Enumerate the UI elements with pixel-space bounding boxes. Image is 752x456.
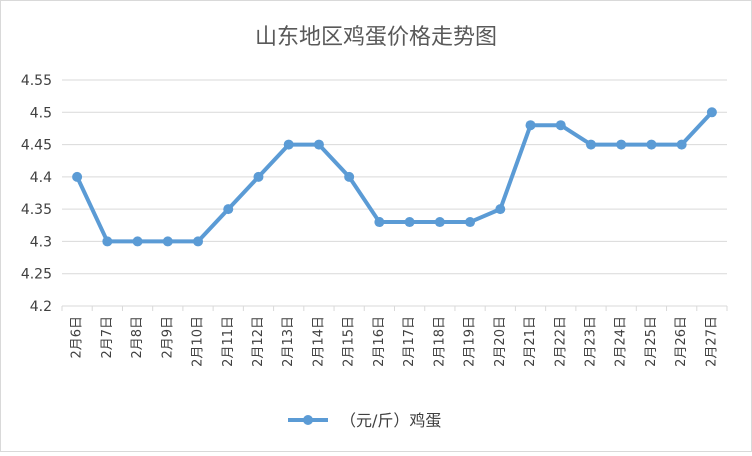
y-tick-label: 4.3 [30,234,52,250]
data-point [585,139,596,150]
chart-title: 山东地区鸡蛋价格走势图 [255,25,497,50]
data-point [465,217,476,228]
x-tick-label: 2月18日 [432,316,447,367]
data-point [313,139,324,150]
x-tick-label: 2月9日 [160,316,175,359]
x-axis-tick-labels: 2月6日 2月7日 2月8日 2月9日 2月10日 2月11日 2月12日 2月13日 2月14… [61,306,728,367]
x-tick-label: 2月8日 [130,316,145,359]
x-tick-label: 2月20日 [493,316,508,367]
data-series [72,107,717,247]
data-point [525,120,536,131]
legend: （元/斤）鸡蛋 [288,411,441,430]
x-tick-label: 2月26日 [674,316,689,367]
data-point [616,139,627,150]
x-tick-label: 2月21日 [523,316,538,367]
x-tick-label: 2月11日 [221,316,236,367]
data-point [676,139,687,150]
legend-marker-icon [303,415,313,425]
y-tick-label: 4.4 [30,170,52,186]
y-tick-label: 4.35 [21,202,52,218]
data-point [434,217,445,228]
y-tick-label: 4.45 [21,138,52,154]
x-tick-label: 2月25日 [644,316,659,367]
data-point [344,171,355,182]
y-tick-label: 4.5 [30,105,52,121]
x-tick-label: 2月22日 [553,316,568,367]
data-point [706,107,717,118]
x-tick-label: 2月6日 [70,316,85,359]
data-point [102,236,113,247]
data-point [555,120,566,131]
data-point [193,236,204,247]
x-tick-label: 2月7日 [100,316,115,359]
data-point [223,204,234,215]
x-tick-label: 2月16日 [372,316,387,367]
y-tick-label: 4.2 [30,299,52,315]
data-point [283,139,294,150]
data-point [646,139,657,150]
x-tick-label: 2月24日 [614,316,629,367]
x-tick-label: 2月13日 [281,316,296,367]
x-tick-label: 2月23日 [583,316,598,367]
data-point [162,236,173,247]
series-line [75,110,714,244]
data-point [253,171,264,182]
y-tick-label: 4.25 [21,267,52,283]
x-tick-label: 2月14日 [311,316,326,367]
data-point [404,217,415,228]
x-tick-label: 2月12日 [251,316,266,367]
x-tick-label: 2月15日 [342,316,357,367]
y-axis-tick-labels: 4.2 4.25 4.3 4.35 4.4 4.45 4.5 4.55 [21,73,52,315]
x-tick-label: 2月10日 [191,316,206,367]
x-tick-label: 2月27日 [704,316,719,367]
data-point [495,204,506,215]
data-point [132,236,143,247]
y-tick-label: 4.55 [21,73,52,89]
data-point [72,171,83,182]
data-point [374,217,385,228]
legend-label: （元/斤）鸡蛋 [340,411,441,430]
x-tick-label: 2月17日 [402,316,417,367]
x-tick-label: 2月19日 [463,316,478,367]
